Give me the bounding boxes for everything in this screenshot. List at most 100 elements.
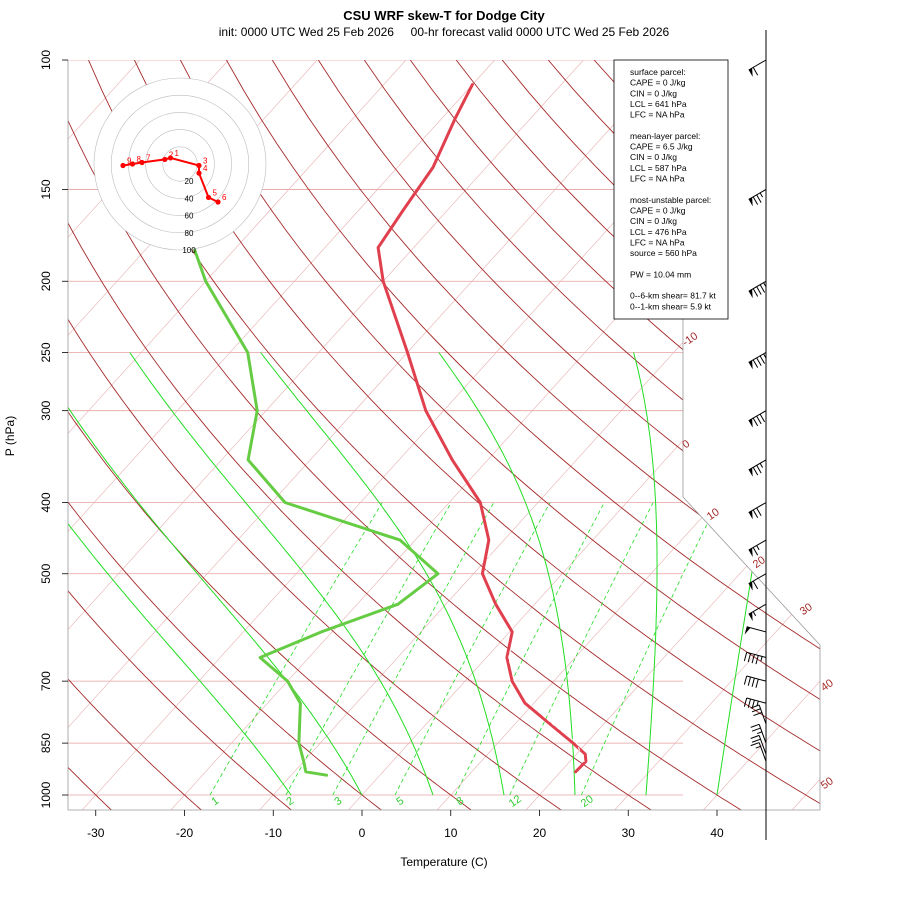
y-tick-label: 250	[39, 342, 53, 362]
isotherm--70	[68, 60, 407, 434]
info-line: CAPE = 0 J/kg	[630, 78, 686, 88]
dry-adiabat-90	[271, 60, 820, 600]
axes: -30 -20 -10 0 10 20 30 401001502002503004005007…	[39, 50, 724, 840]
info-line: LFC = NA hPa	[630, 174, 685, 184]
x-axis-label: Temperature (C)	[400, 855, 487, 869]
hodograph-ring-label: 80	[185, 229, 194, 238]
x-tick-label: 10	[444, 826, 458, 840]
x-tick-label: 0	[359, 826, 366, 840]
info-line: LFC = NA hPa	[630, 110, 685, 120]
wind-barb	[748, 280, 767, 299]
chart-title: CSU WRF skew-T for Dodge City	[343, 8, 545, 23]
mixing-ratio-label: 1	[209, 795, 221, 808]
mixing-ratio-label: 8	[454, 795, 466, 808]
hodograph-point	[139, 159, 145, 166]
hodograph-point	[129, 161, 136, 167]
hodograph-ring-label: 20	[185, 177, 194, 186]
mixing-ratio-line-20	[581, 502, 718, 796]
dry-adiabat-60	[133, 60, 820, 752]
hodograph-point-label: 8	[137, 155, 142, 164]
hodograph-ring-label: 100	[182, 246, 196, 255]
info-line: CAPE = 0 J/kg	[630, 205, 686, 215]
info-line: CAPE = 6.5 J/kg	[630, 142, 693, 152]
mixing-ratio-label: 3	[332, 795, 344, 808]
chart-subtitle: init: 0000 UTC Wed 25 Feb 2026 00-hr for…	[219, 25, 670, 39]
dewpoint-profile	[171, 187, 440, 777]
hodograph-point-label: 6	[222, 193, 227, 202]
info-line: LCL = 641 hPa	[630, 99, 687, 109]
parcel-trace	[485, 525, 585, 762]
wind-barb	[748, 410, 767, 428]
info-line: most-unstable parcel:	[630, 195, 711, 205]
mixing-ratio-label: 5	[394, 795, 406, 808]
y-tick-label: 300	[39, 400, 53, 420]
x-tick-label: 40	[710, 826, 724, 840]
wind-barb	[750, 742, 767, 762]
info-line: CIN = 0 J/kg	[630, 152, 677, 162]
info-box-frame	[613, 59, 729, 320]
hodograph-ring	[145, 129, 215, 199]
moist-adiabat-5	[633, 352, 658, 796]
wind-barb	[748, 539, 767, 557]
mixing-ratio-label: 20	[579, 793, 596, 810]
hodograph-point-label: 7	[146, 153, 151, 162]
temperature-profile	[376, 83, 588, 774]
isotherm--40	[68, 60, 673, 729]
hodograph-point-label: 1	[175, 149, 180, 158]
mixing-ratio-line-3	[332, 502, 495, 796]
hodograph-point	[196, 170, 202, 176]
wind-barb	[750, 734, 767, 755]
isotherm-30	[614, 582, 820, 810]
dry-adiabat-40	[68, 119, 742, 810]
moist-adiabat-3	[260, 352, 505, 796]
hodograph-point	[162, 156, 168, 163]
dry-adiabat-50	[88, 60, 820, 805]
wind-barbs	[743, 30, 767, 840]
hodograph-point-label: 3	[203, 157, 208, 166]
dry-adiabat-label: 0	[680, 438, 692, 451]
x-tick-label: -20	[176, 826, 194, 840]
wind-barb	[748, 352, 767, 370]
isotherm--50	[68, 60, 584, 630]
x-tick-label: -30	[87, 826, 105, 840]
isotherm-40	[703, 680, 820, 810]
wind-barb	[748, 459, 767, 477]
dry-adiabat-70	[180, 60, 820, 700]
x-tick-label: 20	[533, 826, 547, 840]
isotherm-20	[525, 484, 820, 810]
moist-adiabat-4	[438, 352, 576, 796]
hodograph-ring	[110, 94, 250, 234]
hodograph-ring	[93, 77, 267, 251]
x-tick-label: -10	[265, 826, 283, 840]
info-line: surface parcel:	[630, 67, 686, 77]
y-tick-label: 100	[39, 50, 53, 70]
info-line: 0--6-km shear= 81.7 kt	[630, 291, 716, 301]
wind-barb	[748, 188, 767, 207]
info-line: mean-layer parcel:	[630, 131, 700, 141]
frame-diagonal	[682, 496, 821, 646]
y-tick-label: 400	[39, 492, 53, 512]
y-axis-label: P (hPa)	[3, 416, 17, 456]
dry-adiabat-label: 50	[819, 775, 836, 792]
moist-adiabat-2	[129, 352, 434, 796]
hodograph-point	[196, 162, 202, 169]
info-line: LCL = 587 hPa	[630, 163, 687, 173]
hodograph-point	[215, 199, 221, 205]
hodograph-point-label: 4	[203, 164, 208, 173]
dry-adiabat-20	[68, 318, 562, 810]
info-line: CIN = 0 J/kg	[630, 88, 677, 98]
mixing-ratio-label: 12	[507, 793, 524, 810]
dry-adiabat-100	[317, 60, 820, 552]
dry-adiabat--20	[68, 678, 202, 810]
y-tick-label: 200	[39, 271, 53, 291]
hodograph-point	[205, 194, 212, 201]
y-tick-label: 150	[39, 179, 53, 199]
dry-adiabat-80	[226, 60, 820, 650]
wind-barb	[743, 675, 767, 688]
wind-barb	[744, 626, 767, 635]
info-line: LFC = NA hPa	[630, 237, 685, 247]
info-line: source = 560 hPa	[630, 248, 697, 258]
dry-adiabat-10	[68, 411, 472, 810]
